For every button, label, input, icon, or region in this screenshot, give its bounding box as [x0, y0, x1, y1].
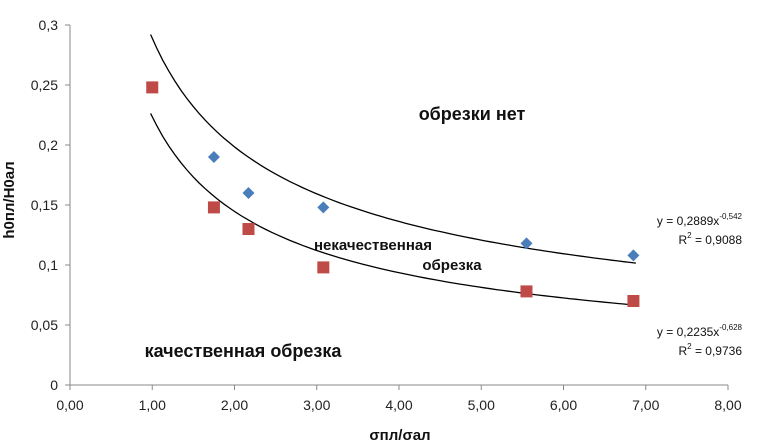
x-tick-label: 3,00 — [303, 397, 330, 413]
x-tick-label: 5,00 — [468, 397, 495, 413]
region-label-no-trim: обрезки нет — [419, 104, 526, 124]
x-tick-label: 7,00 — [632, 397, 659, 413]
x-tick-label: 8,00 — [714, 397, 741, 413]
diamond-point — [317, 201, 330, 214]
square-point — [207, 201, 220, 214]
region-label-poor-trim-line1: некачественная — [314, 237, 432, 254]
y-axis-title-group: h0пл/H0ал — [1, 161, 18, 238]
region-label-poor-trim-line2: обрезка — [422, 257, 482, 274]
trend-1-r-squared: R2 = 0,9088 — [678, 231, 742, 247]
x-tick-label: 2,00 — [221, 397, 248, 413]
y-axis-title: h0пл/H0ал — [1, 161, 18, 238]
plot-layer: 0 0,05 0,1 0,15 0,2 0,25 0,3 0,00 1,00 2,00 3,00 4,… — [31, 17, 743, 413]
trendline-1 — [150, 34, 636, 264]
diamond-point — [520, 237, 533, 250]
diamond-point — [207, 151, 220, 163]
diamond-point — [242, 187, 255, 199]
y-tick-label: 0,05 — [31, 317, 58, 333]
x-tick-label: 4,00 — [385, 397, 412, 413]
y-tick-label: 0,15 — [31, 197, 58, 213]
y-tick-label: 0,25 — [31, 77, 58, 93]
x-tick-label: 0,00 — [56, 397, 83, 413]
x-tick-label: 6,00 — [550, 397, 577, 413]
trend-1-equation: y = 0,2889x-0,542 — [657, 212, 743, 228]
x-axis-title: σпл/σал — [369, 427, 430, 444]
square-point — [627, 295, 640, 307]
square-point — [520, 285, 533, 298]
y-tick-label: 0,2 — [39, 137, 59, 153]
region-label-good-trim: качественная обрезка — [145, 341, 343, 361]
trendline-2 — [150, 113, 636, 306]
square-point — [242, 223, 255, 235]
y-tick-label: 0,3 — [39, 17, 59, 33]
y-tick-label: 0,1 — [39, 257, 59, 273]
trend-2-equation: y = 0,2235x-0,628 — [657, 323, 743, 339]
square-point — [317, 261, 330, 274]
y-tick-label: 0 — [50, 377, 58, 393]
diamond-point — [627, 249, 640, 262]
square-point — [146, 81, 159, 94]
trend-2-r-squared: R2 = 0,9736 — [678, 342, 742, 358]
x-tick-label: 1,00 — [139, 397, 166, 413]
